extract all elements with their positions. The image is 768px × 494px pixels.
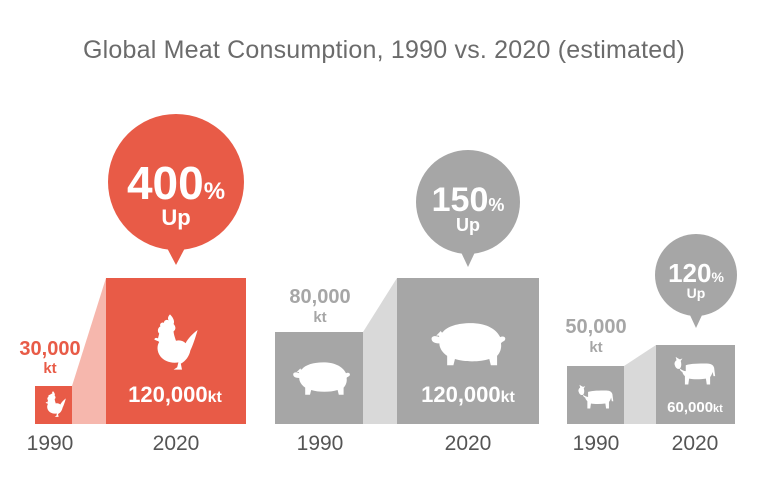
category-1990: 1990	[573, 432, 620, 455]
bubble-pointer	[689, 313, 703, 328]
chart-title: Global Meat Consumption, 1990 vs. 2020 (…	[83, 36, 685, 64]
category-2020: 2020	[445, 432, 492, 455]
panel-cow: 50,000 kt 60,000kt 120% Up 1990 2020	[565, 234, 737, 455]
bubble-circle	[655, 234, 737, 316]
value-label-1990: 30,000	[19, 338, 80, 360]
bubble-number: 400	[127, 157, 204, 209]
category-2020: 2020	[153, 432, 200, 455]
connector-band	[363, 278, 397, 424]
value-label-1990: 50,000	[565, 316, 626, 338]
category-1990: 1990	[27, 432, 74, 455]
bubble-word: Up	[456, 215, 480, 235]
bubble-circle	[416, 150, 520, 254]
value-number: 60,000	[667, 399, 713, 416]
bubble-percent-sign: %	[711, 269, 724, 285]
bubble-word: Up	[687, 285, 706, 301]
unit-label-1990: kt	[589, 339, 602, 356]
value-label-1990: 80,000	[289, 286, 350, 308]
bubble-percent: 150%	[432, 181, 505, 219]
bubble-pointer	[166, 246, 186, 265]
value-unit: kt	[208, 389, 223, 406]
bubble-percent: 400%	[127, 157, 225, 209]
change-bubble: 150% Up	[416, 150, 520, 267]
value-label-2020: 120,000kt	[128, 382, 222, 407]
bubble-number: 150	[432, 181, 489, 219]
value-unit: kt	[713, 403, 723, 415]
unit-label-1990: kt	[43, 360, 56, 377]
bubble-word: Up	[161, 205, 190, 230]
bubble-circle	[108, 114, 244, 250]
value-unit: kt	[501, 389, 516, 406]
bubble-percent-sign: %	[488, 195, 504, 215]
bar-2020	[656, 345, 735, 424]
bubble-percent-sign: %	[204, 178, 225, 205]
unit-label-1990: kt	[313, 309, 326, 326]
panel-pig: 80,000 kt 120,000kt 150% Up 1990 2020	[275, 150, 539, 455]
connector-band	[72, 278, 106, 424]
value-number: 120,000	[128, 382, 208, 407]
change-bubble: 120% Up	[655, 234, 737, 328]
panel-chicken: 30,000 kt 120,000kt 400% Up 1990 2020	[19, 114, 246, 455]
category-1990: 1990	[297, 432, 344, 455]
value-label-2020: 60,000kt	[667, 399, 723, 416]
category-2020: 2020	[672, 432, 719, 455]
connector-band	[624, 345, 656, 424]
value-number: 120,000	[421, 382, 501, 407]
change-bubble: 400% Up	[108, 114, 244, 265]
bubble-pointer	[460, 250, 476, 267]
bubble-number: 120	[668, 258, 711, 288]
bubble-percent: 120%	[668, 258, 724, 288]
value-label-2020: 120,000kt	[421, 382, 515, 407]
